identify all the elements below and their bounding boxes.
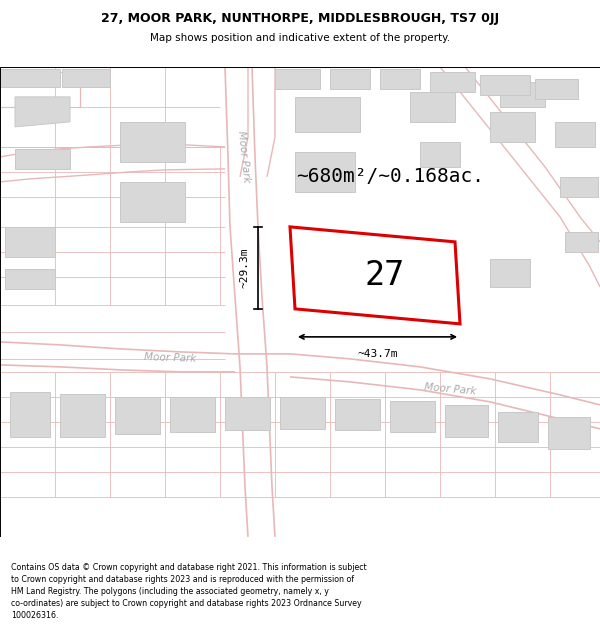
Polygon shape	[120, 122, 185, 162]
Polygon shape	[5, 227, 55, 257]
Polygon shape	[490, 112, 535, 142]
Polygon shape	[390, 401, 435, 432]
Text: Moor Park: Moor Park	[424, 382, 476, 396]
Polygon shape	[15, 97, 70, 127]
Polygon shape	[565, 232, 598, 252]
Polygon shape	[115, 397, 160, 434]
Polygon shape	[0, 69, 60, 87]
Polygon shape	[225, 397, 270, 430]
Text: ~29.3m: ~29.3m	[239, 248, 249, 288]
Polygon shape	[498, 412, 538, 442]
Polygon shape	[295, 97, 360, 132]
Polygon shape	[445, 405, 488, 437]
Text: 27, MOOR PARK, NUNTHORPE, MIDDLESBROUGH, TS7 0JJ: 27, MOOR PARK, NUNTHORPE, MIDDLESBROUGH,…	[101, 11, 499, 24]
Text: Moor Park: Moor Park	[144, 352, 196, 364]
Polygon shape	[290, 227, 460, 324]
Text: 27: 27	[365, 259, 405, 292]
Polygon shape	[170, 397, 215, 432]
Polygon shape	[480, 75, 530, 95]
Text: Moor Park: Moor Park	[236, 131, 251, 183]
Text: Contains OS data © Crown copyright and database right 2021. This information is : Contains OS data © Crown copyright and d…	[11, 563, 367, 621]
Text: Map shows position and indicative extent of the property.: Map shows position and indicative extent…	[150, 33, 450, 43]
Polygon shape	[5, 269, 55, 289]
Polygon shape	[280, 397, 325, 429]
Polygon shape	[335, 399, 380, 430]
Polygon shape	[62, 69, 110, 87]
Polygon shape	[535, 79, 578, 99]
Polygon shape	[410, 92, 455, 122]
Polygon shape	[555, 122, 595, 147]
Polygon shape	[548, 417, 590, 449]
Polygon shape	[15, 149, 70, 169]
Text: ~43.7m: ~43.7m	[357, 349, 398, 359]
Polygon shape	[490, 259, 530, 287]
Polygon shape	[60, 394, 105, 437]
Text: ~680m²/~0.168ac.: ~680m²/~0.168ac.	[296, 168, 484, 186]
Polygon shape	[330, 69, 370, 89]
Polygon shape	[10, 392, 50, 437]
Polygon shape	[275, 69, 320, 89]
Polygon shape	[120, 182, 185, 222]
Polygon shape	[380, 69, 420, 89]
Polygon shape	[295, 152, 355, 192]
Polygon shape	[430, 72, 475, 92]
Polygon shape	[420, 142, 460, 167]
Polygon shape	[560, 177, 598, 197]
Polygon shape	[500, 82, 545, 107]
